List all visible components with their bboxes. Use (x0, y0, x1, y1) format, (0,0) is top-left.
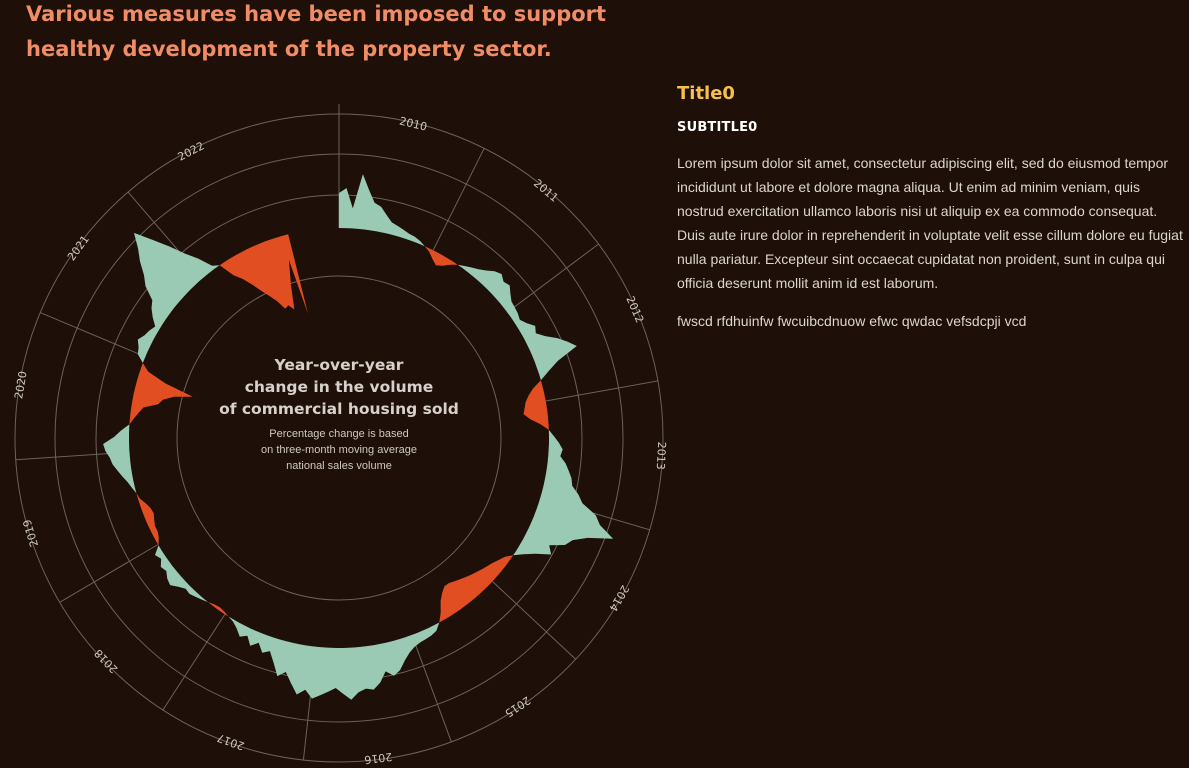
year-spoke (411, 634, 452, 743)
side-subtitle: SUBTITLE0 (677, 120, 758, 135)
year-spoke (432, 148, 485, 251)
year-label: 2019 (20, 518, 41, 549)
year-spoke (492, 581, 577, 660)
radial-area-chart: 2010 2011 2012 2013 2014 2015 2016 2017 2018 2019… (12, 104, 669, 766)
area-segment-increase (452, 261, 577, 387)
area-segment-increase (223, 613, 445, 700)
year-label: 2021 (65, 233, 92, 263)
year-label: 2015 (502, 693, 533, 719)
year-label: 2018 (92, 646, 121, 675)
year-label: 2012 (623, 294, 646, 325)
side-note-text: fwscd rfdhuinfw fwcuibcdnuow efwc qwdac … (677, 313, 1027, 329)
year-label: 2020 (12, 370, 29, 400)
side-panel: Title0 SUBTITLE0 Lorem ipsum dolor sit a… (677, 82, 1185, 333)
year-label: 2014 (606, 583, 631, 614)
year-spoke (162, 614, 226, 711)
area-segment-decrease (439, 555, 514, 623)
area-segment-increase (155, 539, 213, 606)
area-segment-decrease (129, 363, 193, 425)
grid-circle-0 (176, 275, 502, 601)
area-segment-decrease (207, 602, 229, 617)
chart-subtitle-line: national sales volume (286, 460, 392, 472)
area-segment-increase (134, 232, 225, 369)
area-segment-decrease (523, 380, 549, 430)
area-series (103, 174, 614, 700)
headline: Various measures have been imposed to su… (26, 2, 607, 61)
area-segment-increase (339, 174, 431, 249)
side-body-text: Lorem ipsum dolor sit amet, consectetur … (677, 155, 1183, 291)
year-label: 2013 (654, 441, 669, 470)
year-label: 2022 (176, 139, 207, 163)
year-label: 2011 (531, 177, 561, 205)
area-segment-increase (103, 418, 139, 500)
area-segment-increase (509, 423, 614, 561)
chart-title-block: Year-over-year change in the volume of com… (219, 356, 459, 472)
year-label: 2017 (215, 731, 246, 753)
year-spoke (40, 312, 146, 358)
area-segment-decrease (219, 234, 308, 314)
chart-title-line: Year-over-year (274, 356, 404, 374)
year-spoke (59, 544, 159, 603)
side-title: Title0 (677, 83, 735, 104)
year-spoke (506, 243, 599, 313)
area-segment-decrease (136, 493, 159, 546)
chart-title-line: change in the volume (245, 378, 434, 396)
year-spoke (545, 380, 658, 402)
chart-title-line: of commercial housing sold (219, 400, 459, 418)
chart-subtitle-line: Percentage change is based (269, 428, 408, 440)
chart-subtitle-line: on three-month moving average (261, 444, 417, 456)
year-label: 2016 (364, 750, 393, 766)
area-segment-decrease (424, 246, 458, 266)
year-label: 2010 (398, 115, 428, 134)
